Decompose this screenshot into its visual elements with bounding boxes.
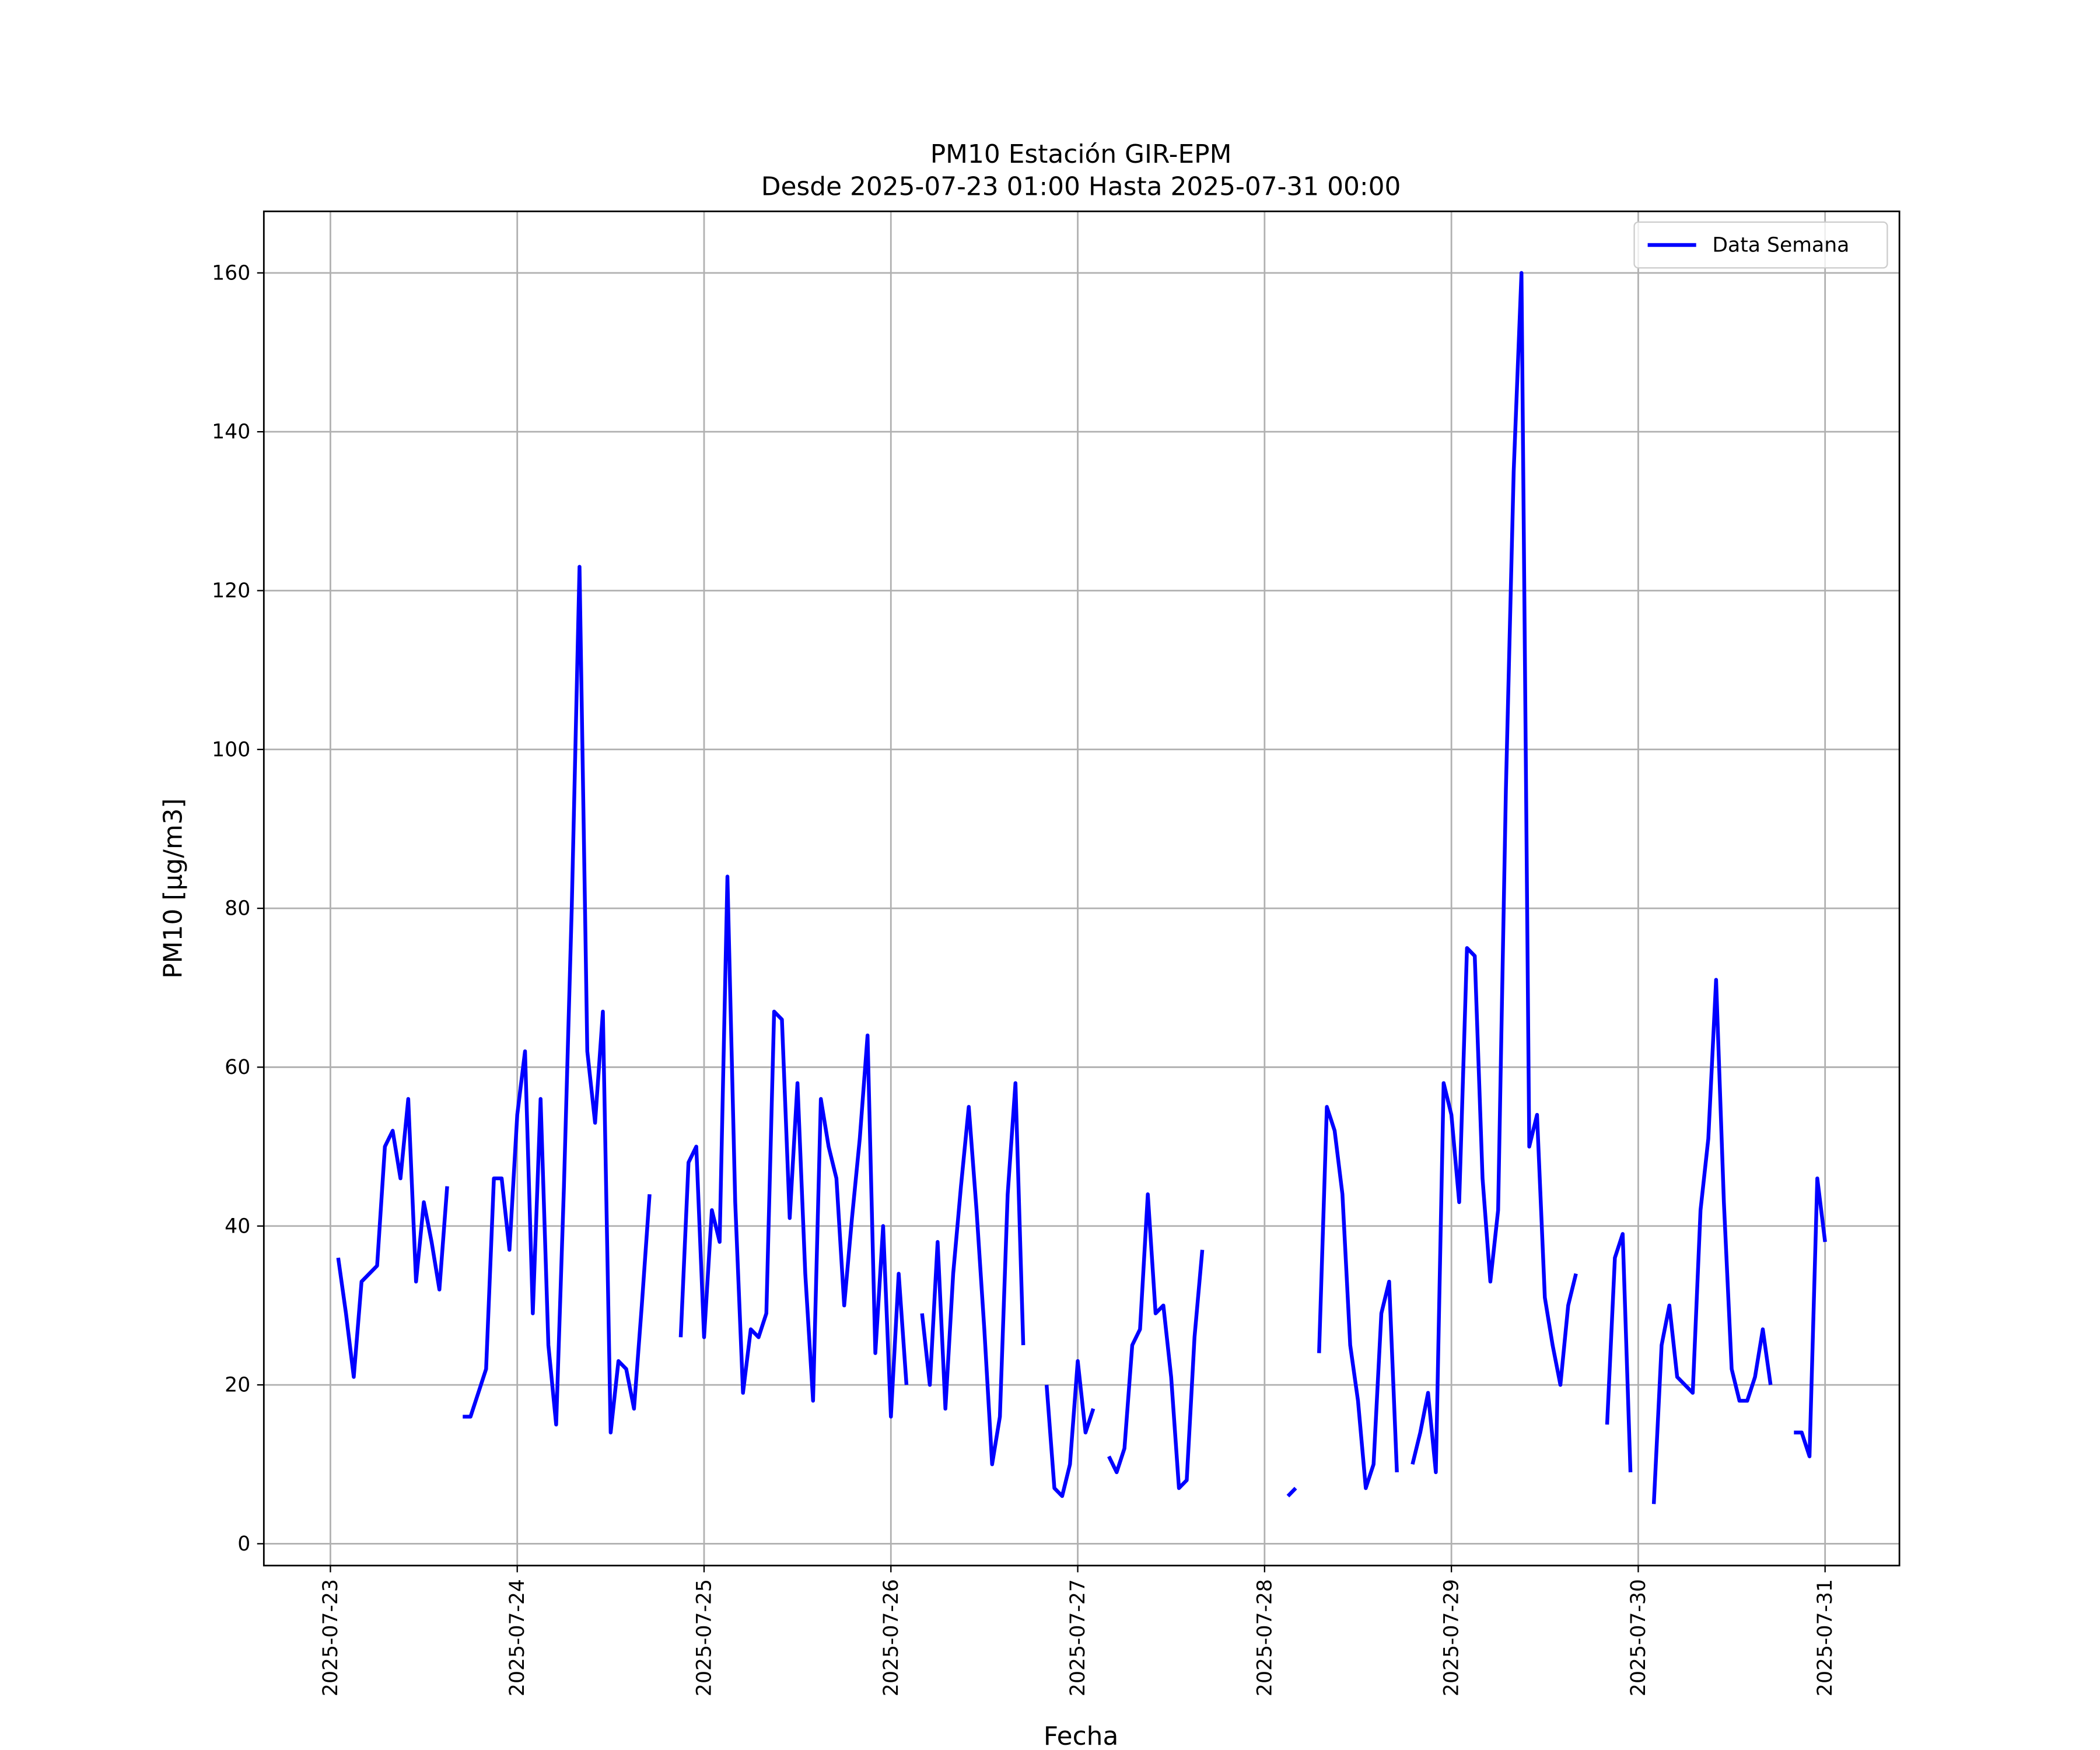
y-tick-label: 160 [212,261,250,285]
x-axis-label: Fecha [1044,1721,1119,1750]
x-tick-label: 2025-07-31 [1814,1579,1837,1696]
x-tick-label: 2025-07-23 [319,1579,342,1696]
data-line [336,271,1827,1504]
y-tick-label: 20 [225,1374,250,1397]
x-tick-label: 2025-07-27 [1066,1579,1090,1696]
y-tick-label: 40 [225,1214,250,1238]
x-tick-label: 2025-07-30 [1627,1579,1650,1696]
x-tick-label: 2025-07-25 [693,1579,716,1696]
x-tick-label: 2025-07-24 [506,1579,529,1696]
x-tick-label: 2025-07-26 [880,1579,903,1696]
plot-frame [262,210,1901,1567]
x-tick-label: 2025-07-28 [1253,1579,1276,1696]
legend-box [1633,221,1888,269]
y-tick-label: 100 [212,738,250,761]
y-tick-label: 0 [237,1532,250,1556]
chart-subtitle: Desde 2025-07-23 01:00 Hasta 2025-07-31 … [761,172,1401,202]
y-tick-label: 140 [212,421,250,444]
y-tick-label: 120 [212,579,250,603]
y-tick-label: 80 [225,897,250,921]
y-axis-label: PM10 [μg/m3] [159,798,188,978]
y-tick-label: 60 [225,1056,250,1079]
chart-title: PM10 Estación GIR-EPM [930,139,1232,169]
legend-label: Data Semana [1712,234,1849,257]
x-tick-label: 2025-07-29 [1440,1579,1464,1696]
